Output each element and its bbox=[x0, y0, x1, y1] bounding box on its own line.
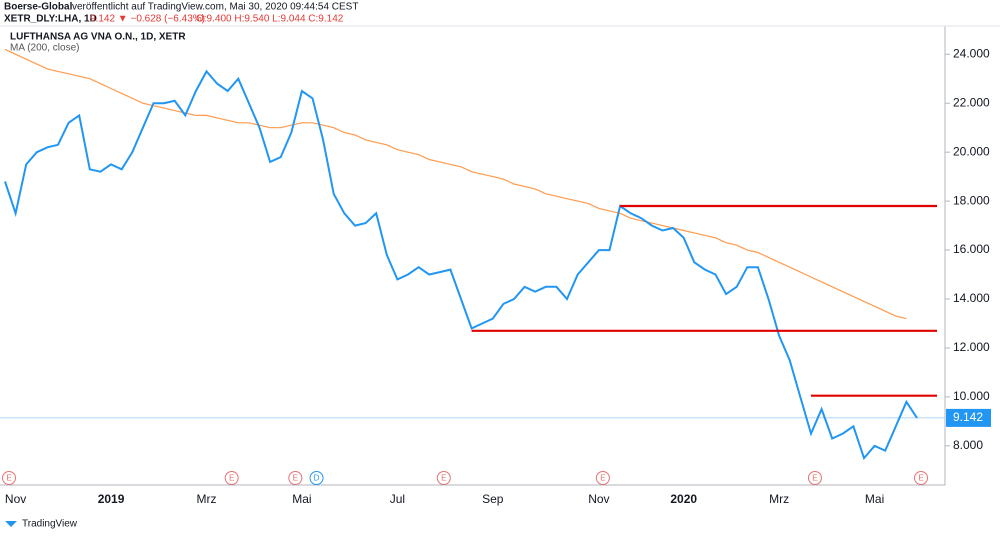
ma-legend: MA (200, close) bbox=[10, 43, 79, 54]
x-tick-label: Sep bbox=[482, 492, 504, 506]
header-change: 9.142 ▼ −0.628 (−6.43%) bbox=[90, 14, 205, 25]
last-price-label: 9.142 bbox=[953, 410, 983, 424]
event-label: E bbox=[229, 474, 234, 483]
event-label: E bbox=[293, 474, 298, 483]
event-label: E bbox=[600, 474, 605, 483]
event-label: E bbox=[441, 474, 446, 483]
y-tick-label: 16.000 bbox=[953, 242, 990, 256]
y-tick-label: 8.000 bbox=[953, 438, 983, 452]
y-tick-label: 20.000 bbox=[953, 144, 990, 158]
header-symbol: XETR_DLY:LHA, 1D bbox=[4, 14, 97, 25]
event-marker bbox=[807, 471, 822, 485]
y-tick-label: 10.000 bbox=[953, 389, 990, 403]
y-tick-label: 14.000 bbox=[953, 291, 990, 305]
x-tick-label: 2020 bbox=[670, 492, 697, 506]
x-tick-label: Nov bbox=[5, 492, 26, 506]
chart-title: LUFTHANSA AG VNA O.N., 1D, XETR bbox=[10, 32, 186, 43]
event-label: D bbox=[314, 474, 320, 483]
header-published: veröffentlicht auf TradingView.com, Mai … bbox=[72, 2, 358, 13]
x-tick-label: Mai bbox=[292, 492, 311, 506]
event-label: E bbox=[6, 474, 11, 483]
y-tick-label: 18.000 bbox=[953, 193, 990, 207]
x-tick-label: Mrz bbox=[769, 492, 789, 506]
y-tick-label: 22.000 bbox=[953, 95, 990, 109]
header-ohlc: O:9.400 H:9.540 L:9.044 C:9.142 bbox=[196, 14, 344, 25]
x-tick-label: Jul bbox=[390, 492, 405, 506]
event-marker bbox=[309, 471, 324, 485]
header-publisher: Boerse-Global bbox=[4, 2, 73, 13]
series-line bbox=[4, 48, 907, 320]
brand-logo bbox=[5, 521, 17, 527]
event-marker bbox=[2, 471, 16, 485]
event-label: E bbox=[918, 474, 923, 483]
series-line bbox=[4, 69, 918, 461]
x-tick-label: 2019 bbox=[98, 492, 125, 506]
y-tick-label: 12.000 bbox=[953, 340, 990, 354]
event-label: E bbox=[812, 474, 817, 483]
x-tick-label: Mai bbox=[865, 492, 884, 506]
x-tick-label: Mrz bbox=[196, 492, 216, 506]
footer-brand: TradingView bbox=[22, 519, 78, 530]
event-marker bbox=[914, 471, 928, 485]
last-price-box bbox=[946, 408, 991, 427]
y-tick-label: 24.000 bbox=[953, 46, 990, 60]
x-tick-label: Nov bbox=[588, 492, 609, 506]
event-marker bbox=[224, 471, 239, 485]
event-marker bbox=[288, 471, 303, 485]
event-marker bbox=[595, 471, 610, 485]
event-marker bbox=[436, 471, 451, 485]
